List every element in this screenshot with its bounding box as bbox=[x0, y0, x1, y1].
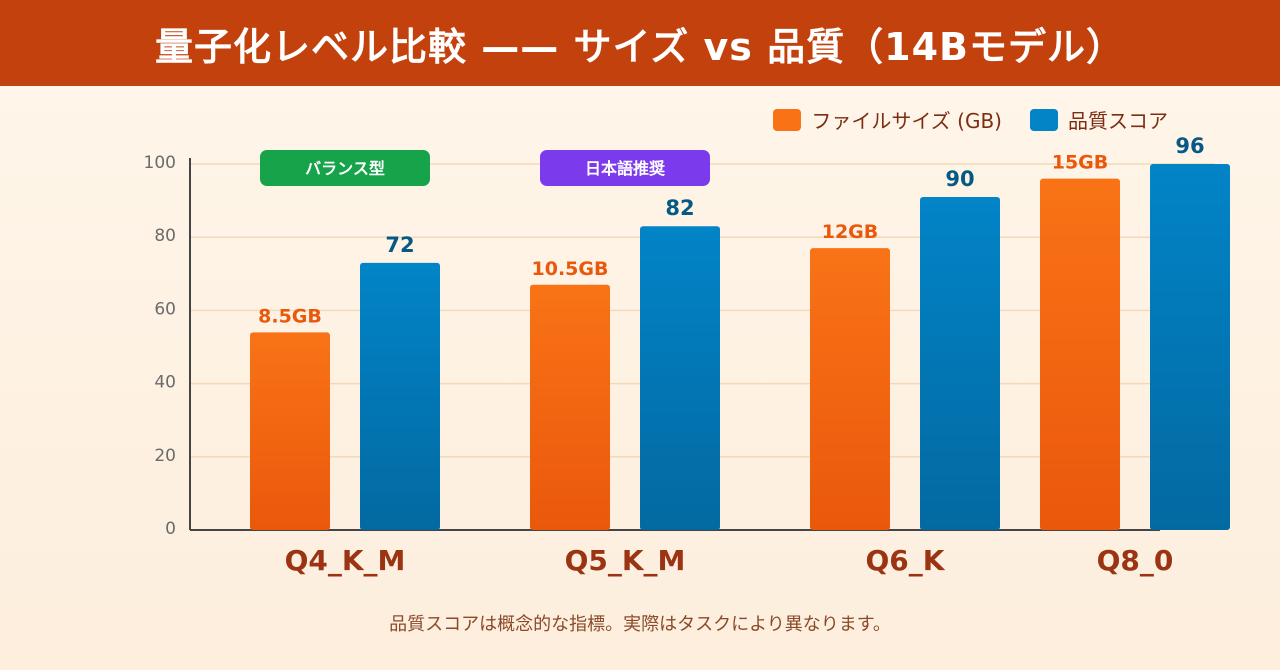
bar-quality-Q6_K bbox=[920, 196, 1000, 530]
annotation-badge bbox=[540, 150, 710, 186]
legend: ファイルサイズ (GB) 品質スコア bbox=[773, 105, 1168, 134]
data-label-size-Q5_K_M: 10.5GB bbox=[532, 258, 609, 280]
y-tick-label: 0 bbox=[165, 519, 176, 539]
annotation-badge bbox=[260, 150, 430, 186]
bar-quality-Q4_K_M bbox=[360, 262, 440, 530]
bar-size-Q8_0 bbox=[1040, 178, 1120, 530]
x-category-label: Q5_K_M bbox=[565, 544, 686, 577]
y-tick-label: 60 bbox=[154, 299, 176, 319]
y-tick-label: 100 bbox=[144, 153, 176, 173]
legend-item-quality: 品質スコア bbox=[1030, 105, 1168, 134]
y-tick-label: 80 bbox=[154, 226, 176, 246]
bar-size-Q5_K_M bbox=[530, 284, 610, 530]
data-label-quality-Q6_K: 90 bbox=[945, 167, 974, 191]
y-tick-label: 40 bbox=[154, 373, 176, 393]
legend-item-size: ファイルサイズ (GB) bbox=[773, 105, 1002, 134]
chart-header: 量子化レベル比較 —— サイズ vs 品質（14Bモデル） bbox=[0, 0, 1280, 86]
data-label-quality-Q8_0: 96 bbox=[1175, 134, 1204, 158]
legend-label-size: ファイルサイズ (GB) bbox=[811, 109, 1002, 133]
x-category-label: Q6_K bbox=[866, 544, 946, 577]
data-label-size-Q4_K_M: 8.5GB bbox=[258, 305, 322, 327]
footnote: 品質スコアは概念的な指標。実際はタスクにより異なります。 bbox=[389, 614, 891, 635]
y-tick-label: 20 bbox=[154, 446, 176, 466]
annotation-badge-text: 日本語推奨 bbox=[585, 159, 666, 178]
bar-size-Q6_K bbox=[810, 248, 890, 530]
data-label-quality-Q4_K_M: 72 bbox=[385, 233, 414, 257]
bar-quality-Q5_K_M bbox=[640, 226, 720, 530]
bar-quality-Q8_0 bbox=[1150, 164, 1230, 530]
x-category-label: Q8_0 bbox=[1097, 544, 1174, 577]
legend-swatch-size bbox=[773, 108, 802, 131]
data-label-size-Q8_0: 15GB bbox=[1052, 152, 1109, 174]
bar-size-Q4_K_M bbox=[250, 332, 330, 530]
annotation-badge-text: バランス型 bbox=[305, 159, 385, 178]
data-label-quality-Q5_K_M: 82 bbox=[665, 196, 694, 220]
chart-title: 量子化レベル比較 —— サイズ vs 品質（14Bモデル） bbox=[154, 24, 1125, 69]
bar-chart: 0 20 40 60 80 100 8.5GB 72 Q4_K_M 10.5GB 82 Q5_K_M 1… bbox=[144, 134, 1230, 577]
legend-swatch-quality bbox=[1030, 108, 1058, 131]
x-category-label: Q4_K_M bbox=[285, 544, 406, 577]
legend-label-quality: 品質スコア bbox=[1068, 109, 1168, 133]
data-label-size-Q6_K: 12GB bbox=[822, 221, 879, 243]
